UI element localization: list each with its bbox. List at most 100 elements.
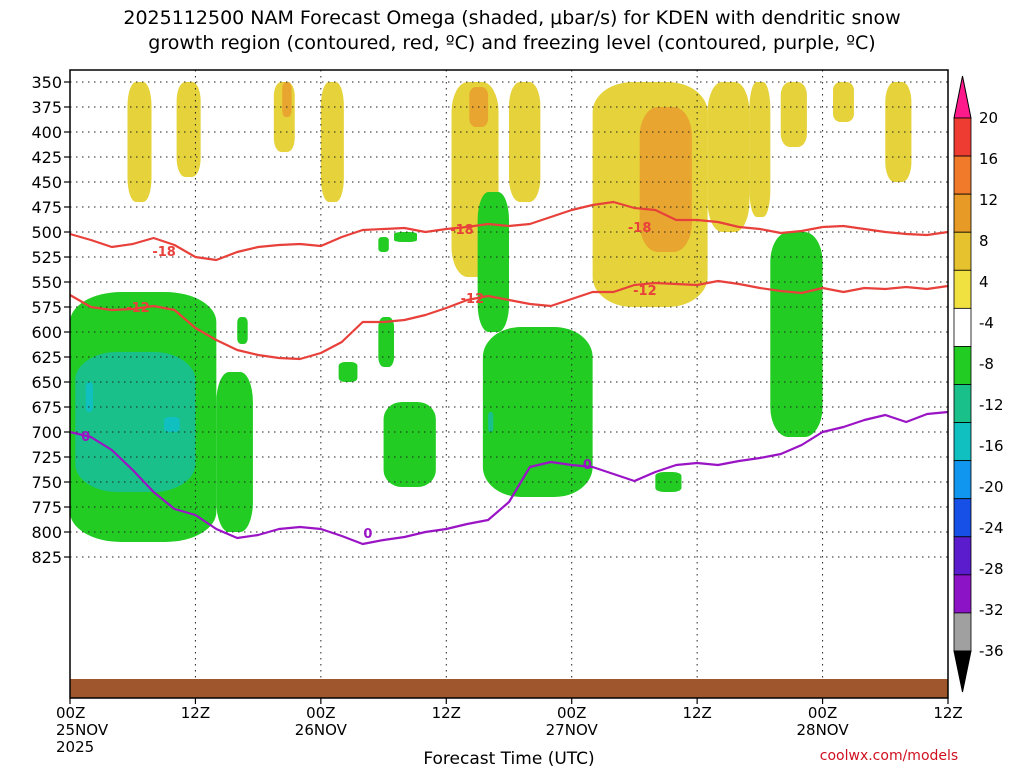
colorbar-swatch-7: [953, 346, 972, 385]
colorbar-label-9: -20: [979, 478, 1004, 496]
chart-title-line2: growth region (contoured, red, ºC) and f…: [148, 32, 875, 54]
omega-region-neg4-5: [394, 232, 418, 242]
x-tick-label-48: 00Z: [557, 704, 586, 722]
x-tick-date-24: 26NOV: [295, 721, 348, 739]
y-tick-label-550: 550: [31, 273, 62, 292]
credit-text: coolwx.com/models: [820, 748, 958, 764]
x-tick-label-24: 00Z: [306, 704, 335, 722]
contour-line-1: [69, 279, 949, 361]
colorbar: 20 16 12 8 4 -4 -8 -12 -16 -20 -24 -28 -32 -36: [953, 75, 1004, 693]
y-tick-label-375: 375: [31, 98, 62, 117]
omega-region-neg4-9: [482, 327, 593, 497]
colorbar-swatch-3: [953, 193, 972, 233]
x-tick-date-48: 27NOV: [546, 721, 599, 739]
x-tick-label-12: 12Z: [181, 704, 210, 722]
colorbar-label-13: -36: [979, 642, 1004, 660]
y-tick-label-500: 500: [31, 223, 62, 242]
terrain: [70, 679, 948, 698]
x-tick-label-36: 12Z: [432, 704, 461, 722]
colorbar-label-1: 16: [979, 150, 998, 168]
omega-region-4-5: [509, 82, 541, 202]
y-tick-label-450: 450: [31, 173, 62, 192]
colorbar-swatch-5: [953, 269, 972, 309]
colorbar-label-7: -12: [979, 396, 1004, 414]
omega-region-4-0: [127, 82, 152, 202]
omega-region-8-2: [639, 107, 692, 252]
y-axis-ticks: 350 375 400 425 450 475 500 525 550 575 600 625 650 6…: [31, 73, 70, 567]
omega-region-8-0: [282, 82, 292, 117]
omega-region-neg4-1: [216, 372, 253, 532]
omega-region-4-3: [320, 82, 344, 202]
chart-title-line1: 2025112500 NAM Forecast Omega (shaded, μ…: [123, 7, 900, 29]
contour-label-7: 0: [363, 527, 372, 542]
colorbar-top-arrow: [953, 75, 972, 119]
y-tick-label-700: 700: [31, 423, 62, 442]
omega-region-neg4-4: [378, 317, 395, 367]
x-tick-label-60: 12Z: [682, 704, 711, 722]
colorbar-swatch-6: [953, 307, 972, 347]
omega-region-neg4-7: [383, 402, 436, 487]
plot-frame: [69, 69, 949, 699]
y-tick-label-475: 475: [31, 198, 62, 217]
omega-region-4-8: [749, 82, 771, 217]
colorbar-swatch-11: [953, 498, 972, 538]
x-tick-date-0: 25NOV: [56, 721, 109, 739]
contour-label-1: -18: [450, 223, 474, 238]
y-tick-label-525: 525: [31, 248, 62, 267]
contour-line-0: [69, 200, 949, 262]
omega-region-neg12-0: [85, 382, 93, 412]
y-tick-label-800: 800: [31, 523, 62, 542]
y-tick-label-750: 750: [31, 473, 62, 492]
contour-label-0: -18: [152, 245, 176, 260]
contour-label-8: 0: [583, 458, 592, 473]
colorbar-label-11: -28: [979, 560, 1004, 578]
omega-shading: [70, 82, 912, 542]
y-tick-label-825: 825: [31, 548, 62, 567]
y-tick-label-675: 675: [31, 398, 62, 417]
colorbar-swatch-1: [953, 117, 972, 157]
colorbar-bottom-arrow: [953, 650, 972, 693]
contour-label-4: -12: [461, 292, 485, 307]
y-tick-label-775: 775: [31, 498, 62, 517]
y-tick-label-400: 400: [31, 123, 62, 142]
omega-region-neg4-6: [378, 237, 389, 252]
omega-region-4-10: [833, 82, 854, 122]
colorbar-swatch-14: [953, 612, 972, 652]
contour-label-3: -12: [126, 301, 150, 316]
contour-line-2: [69, 410, 949, 546]
colorbar-label-8: -16: [979, 437, 1004, 455]
y-tick-label-650: 650: [31, 373, 62, 392]
y-tick-label-350: 350: [31, 73, 62, 92]
omega-region-4-7: [707, 82, 750, 232]
colorbar-label-3: 8: [979, 232, 989, 250]
colorbar-label-10: -24: [979, 519, 1004, 537]
omega-region-neg4-3: [338, 362, 358, 382]
omega-region-neg4-11: [770, 232, 823, 437]
omega-region-neg8-1: [488, 412, 494, 432]
x-tick-year-0: 2025: [56, 738, 94, 756]
y-tick-label-425: 425: [31, 148, 62, 167]
omega-region-neg4-10: [655, 472, 682, 492]
contour-label-6: 0: [81, 430, 90, 445]
colorbar-swatch-10: [953, 460, 972, 500]
contour-label-2: -18: [628, 221, 652, 236]
x-tick-date-72: 28NOV: [797, 721, 850, 739]
colorbar-swatch-4: [953, 231, 972, 271]
y-tick-label-600: 600: [31, 323, 62, 342]
colorbar-label-2: 12: [979, 191, 998, 209]
colorbar-label-5: -4: [979, 314, 994, 332]
plot-border: [69, 69, 949, 699]
colorbar-swatch-9: [953, 422, 972, 462]
omega-region-neg12-1: [164, 417, 180, 432]
colorbar-swatch-8: [953, 384, 972, 423]
y-tick-label-725: 725: [31, 448, 62, 467]
x-tick-label-72: 00Z: [808, 704, 837, 722]
terrain-strip: [70, 679, 948, 698]
omega-region-neg8-0: [75, 352, 196, 492]
omega-region-neg4-2: [237, 317, 248, 344]
colorbar-label-6: -8: [979, 355, 994, 373]
omega-region-neg4-8: [477, 192, 509, 332]
grid: [70, 70, 948, 698]
